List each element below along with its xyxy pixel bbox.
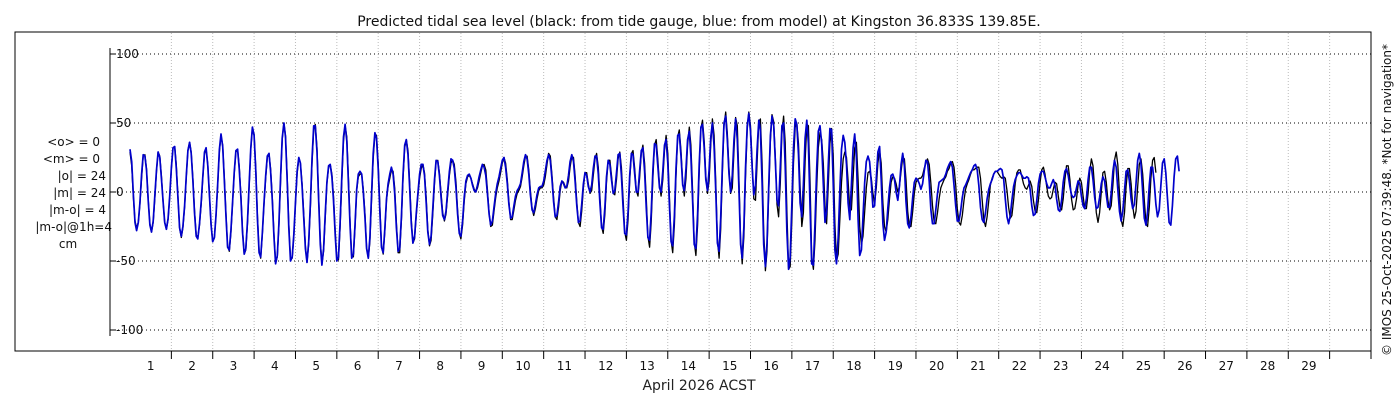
x-tick-label: 28	[1260, 359, 1275, 373]
stat-abs-model: |m| = 24	[53, 186, 106, 200]
x-tick-label: 19	[888, 359, 903, 373]
x-tick-label: 9	[478, 359, 486, 373]
x-tick-labels: 1 2 3 4 5 6 7 8 9 10 11 12 13 14 15 16 17 18 19 20 21 22 23 24 2…	[147, 359, 1317, 373]
stat-mean-model: <m> = 0	[43, 152, 100, 166]
x-tick-label: 21	[970, 359, 985, 373]
axes	[109, 48, 1372, 359]
credit-text: © IMOS 25-Oct-2025 07:39:48. *Not for na…	[1380, 44, 1394, 356]
x-tick-label: 1	[147, 359, 155, 373]
chart-title: Predicted tidal sea level (black: from t…	[357, 14, 1041, 30]
y-tick-labels: -100 -50 0 50 100	[116, 47, 143, 337]
x-tick-label: 6	[354, 359, 362, 373]
stat-mean-obs: <o> = 0	[47, 135, 100, 149]
x-tick-label: 2	[188, 359, 196, 373]
x-tick-label: 14	[681, 359, 696, 373]
x-tick-label: 15	[722, 359, 737, 373]
y-tick-label: -50	[116, 254, 136, 268]
x-tick-label: 27	[1219, 359, 1234, 373]
series-lines	[129, 111, 1180, 272]
x-tick-label: 17	[805, 359, 820, 373]
x-tick-label: 5	[312, 359, 320, 373]
stats-panel: <o> = 0 <m> = 0 |o| = 24 |m| = 24 |m-o| …	[35, 135, 112, 251]
y-tick-label: 100	[116, 47, 139, 61]
x-tick-label: 29	[1301, 359, 1316, 373]
x-tick-label: 10	[515, 359, 530, 373]
y-tick-label: 0	[116, 185, 124, 199]
x-tick-label: 24	[1094, 359, 1109, 373]
x-tick-label: 25	[1136, 359, 1151, 373]
x-tick-label: 26	[1177, 359, 1192, 373]
grid-lines	[110, 33, 1371, 351]
x-tick-label: 23	[1053, 359, 1068, 373]
x-axis-label: April 2026 ACST	[642, 378, 756, 394]
x-tick-label: 20	[929, 359, 944, 373]
x-tick-label: 4	[271, 359, 279, 373]
x-tick-label: 16	[764, 359, 779, 373]
x-tick-label: 22	[1012, 359, 1027, 373]
x-tick-label: 8	[436, 359, 444, 373]
stat-abs-diff-1h: |m-o|@1h=4	[35, 220, 112, 234]
series-line-model	[129, 112, 1180, 271]
stat-unit: cm	[59, 237, 77, 251]
y-tick-label: -100	[116, 323, 143, 337]
y-tick-label: 50	[116, 116, 131, 130]
x-tick-label: 7	[395, 359, 403, 373]
stat-abs-diff: |m-o| = 4	[49, 203, 106, 217]
series-line-tide-gauge	[129, 111, 1157, 272]
x-tick-label: 12	[598, 359, 613, 373]
x-tick-label: 13	[639, 359, 654, 373]
x-tick-label: 3	[230, 359, 238, 373]
stat-abs-obs: |o| = 24	[58, 169, 106, 183]
x-tick-label: 18	[846, 359, 861, 373]
x-tick-label: 11	[557, 359, 572, 373]
